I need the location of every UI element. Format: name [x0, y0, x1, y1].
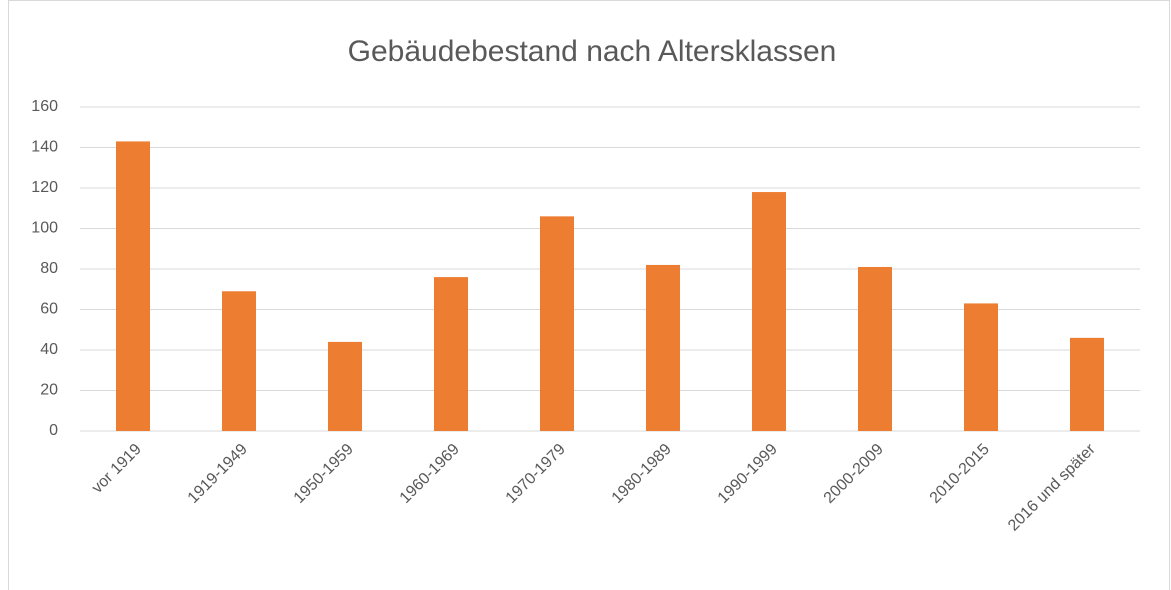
y-tick-label: 80: [40, 260, 58, 277]
bar: [858, 266, 892, 431]
x-tick-label: 2000-2009: [821, 441, 887, 507]
x-tick-label: 1970-1979: [503, 441, 569, 507]
bar: [116, 141, 150, 432]
x-tick-label: vor 1919: [89, 441, 145, 497]
y-tick-label: 40: [40, 341, 58, 358]
bar: [328, 341, 362, 431]
x-tick-label: 1960-1969: [397, 441, 463, 507]
x-tick-label: 1919-1949: [185, 441, 251, 507]
x-tick-label: 2010-2015: [927, 441, 993, 507]
x-tick-label: 1950-1959: [291, 441, 357, 507]
chart-title: Gebäudebestand nach Altersklassen: [348, 35, 837, 68]
x-tick-label: 1990-1999: [715, 441, 781, 507]
y-tick-label: 60: [40, 301, 58, 318]
bar: [964, 303, 998, 431]
bar: [222, 291, 256, 431]
chart-frame: [8, 0, 1170, 590]
x-tick-label: 2016 und später: [1005, 440, 1099, 534]
y-tick-label: 120: [31, 179, 58, 196]
y-tick-label: 140: [31, 139, 58, 156]
bar: [1070, 337, 1104, 431]
bar: [540, 216, 574, 431]
bar: [434, 277, 468, 431]
y-tick-label: 20: [40, 382, 58, 399]
y-tick-label: 160: [31, 98, 58, 115]
bar: [752, 192, 786, 431]
bar: [646, 264, 680, 431]
x-tick-label: 1980-1989: [609, 441, 675, 507]
y-tick-label: 100: [31, 220, 58, 237]
y-tick-label: 0: [49, 422, 58, 439]
